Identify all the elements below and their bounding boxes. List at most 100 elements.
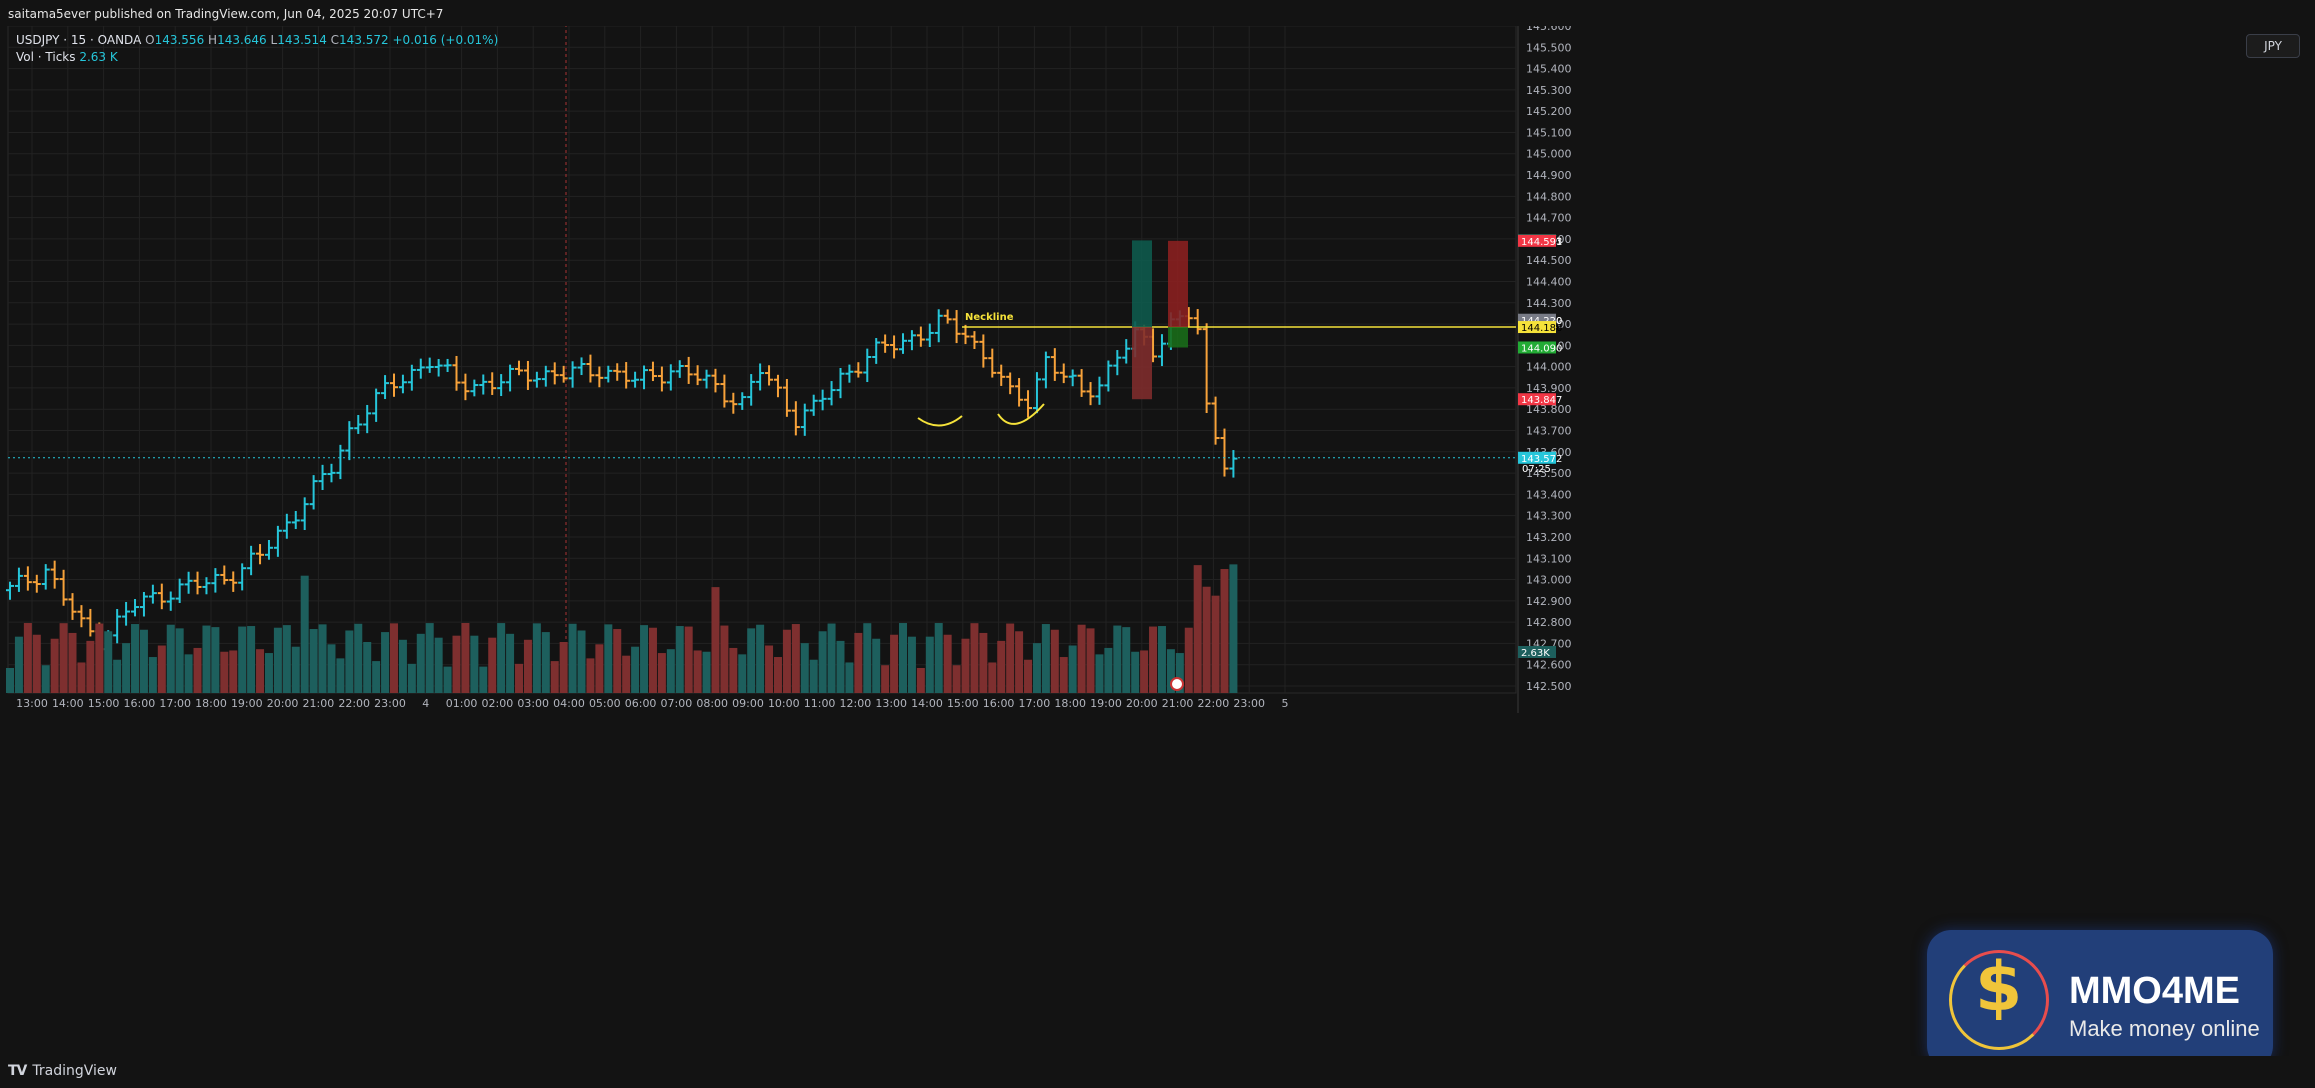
price-tag: [1518, 393, 1556, 406]
y-tick-label: 142.600: [1526, 659, 1572, 672]
coin-icon: [1949, 950, 2049, 1050]
ohlc-bar-down: [1211, 396, 1220, 445]
ohlc-bar-up: [238, 563, 247, 591]
volume-bar: [890, 634, 899, 693]
ohlc-row: USDJPY · 15 · OANDA O143.556 H143.646 L1…: [16, 32, 498, 49]
ohlc-bar-up: [41, 564, 50, 590]
ohlc-bar-up: [925, 323, 934, 348]
brand-label: TradingView: [32, 1063, 117, 1079]
ohlc-bar-up: [318, 464, 327, 491]
volume-bar: [1211, 595, 1220, 693]
ohlc-bar-up: [818, 389, 827, 411]
ohlc-bar-up: [631, 371, 640, 388]
x-tick-label: 19:00: [231, 697, 263, 710]
volume-bar: [648, 627, 657, 693]
ohlc-bar-up: [211, 568, 220, 593]
volume-bar: [1157, 626, 1166, 693]
volume-bar: [148, 657, 157, 693]
ohlc-bar-up: [1095, 376, 1104, 405]
ohlc-bar-up: [247, 545, 256, 576]
short-target-zone: [1168, 327, 1188, 348]
y-tick-label: 143.000: [1526, 574, 1572, 587]
x-tick-label: 16:00: [124, 697, 156, 710]
volume-bar: [363, 642, 372, 693]
x-tick-label: 15:00: [88, 697, 120, 710]
volume-bar: [845, 662, 854, 693]
ohlc-bar-down: [765, 365, 774, 386]
ohlc-bar-down: [586, 354, 595, 383]
ohlc-bar-up: [666, 364, 675, 391]
ohlc-bar-down: [1202, 323, 1211, 414]
ohlc-bar-down: [1050, 348, 1059, 381]
volume-bar: [416, 633, 425, 693]
ohlc-bar-up: [327, 463, 336, 483]
ohlc-bar-up: [1122, 339, 1131, 364]
x-tick-label: 10:00: [768, 697, 800, 710]
y-tick-label: 143.800: [1526, 403, 1572, 416]
volume-bar: [559, 641, 568, 693]
volume-bar: [711, 587, 720, 693]
volume-bar: [229, 650, 238, 693]
price-tag: [1518, 341, 1556, 354]
volume-bar: [863, 623, 872, 693]
ohlc-bar-down: [523, 360, 532, 390]
x-tick-label: 21:00: [303, 697, 335, 710]
price-chart[interactable]: 145.600 145.500 145.400 145.300 145.200 145.1…: [0, 26, 2315, 1056]
ohlc-bar-down: [890, 335, 899, 359]
x-tick-label: 23:00: [374, 697, 406, 710]
mmo4me-watermark: $ MMO4ME Make money online: [1927, 930, 2273, 1070]
ohlc-bar-down: [550, 362, 559, 385]
volume-bar: [1220, 569, 1229, 693]
x-tick-label: 03:00: [517, 697, 549, 710]
volume-bar: [773, 657, 782, 693]
x-tick-label: 04:00: [553, 697, 585, 710]
symbol-label[interactable]: USDJPY · 15 · OANDA: [16, 33, 142, 47]
ohlc-bar-up: [6, 581, 14, 600]
x-tick-label: 21:00: [1162, 697, 1194, 710]
ohlc-bar-up: [1113, 350, 1122, 376]
volume-bar: [461, 623, 470, 693]
volume-bar: [970, 623, 979, 693]
volume-bar: [354, 623, 363, 693]
x-tick-label: 22:00: [338, 697, 370, 710]
ohlc-bar-down: [1024, 390, 1033, 418]
volume-bar: [1140, 650, 1149, 693]
ohlc-bar-up: [934, 309, 943, 343]
y-tick-label: 145.500: [1526, 41, 1572, 54]
tradingview-brand[interactable]: TV TradingView: [8, 1063, 117, 1079]
x-tick-label: 11:00: [804, 697, 836, 710]
ohlc-bar-down: [782, 379, 791, 417]
volume-bar: [506, 633, 515, 693]
y-tick-label: 144.000: [1526, 361, 1572, 374]
x-tick-label: 17:00: [1019, 697, 1051, 710]
volume-bar: [791, 624, 800, 693]
volume-bar: [86, 640, 95, 693]
volume-bar: [434, 637, 443, 693]
price-tag: [1518, 451, 1556, 464]
open-label: O: [145, 33, 155, 47]
volume-bar: [702, 651, 711, 693]
volume-bar: [961, 638, 970, 693]
ohlc-bar-up: [1157, 334, 1166, 367]
chart-legend: USDJPY · 15 · OANDA O143.556 H143.646 L1…: [16, 32, 498, 66]
volume-bar: [166, 624, 175, 693]
y-tick-label: 142.800: [1526, 616, 1572, 629]
ohlc-bar-down: [77, 605, 86, 628]
volume-bar: [657, 653, 666, 693]
ohlc-bar-up: [398, 374, 407, 394]
y-tick-label: 142.900: [1526, 595, 1572, 608]
volume-bar: [238, 626, 247, 693]
ohlc-bar-up: [1068, 369, 1077, 387]
volume-label[interactable]: Vol · Ticks: [16, 50, 76, 64]
x-tick-label: 18:00: [1054, 697, 1086, 710]
volume-bar: [488, 637, 497, 693]
ohlc-bar-up: [1032, 372, 1041, 414]
ohlc-bar-up: [202, 577, 211, 595]
ohlc-bar-down: [515, 360, 524, 376]
ohlc-bar-up: [139, 591, 148, 617]
price-tag-label: 143.572: [1521, 454, 1562, 465]
ohlc-bar-up: [175, 578, 184, 604]
ohlc-bar-down: [729, 392, 738, 414]
currency-button[interactable]: JPY: [2246, 34, 2300, 58]
volume-bar: [211, 627, 220, 693]
